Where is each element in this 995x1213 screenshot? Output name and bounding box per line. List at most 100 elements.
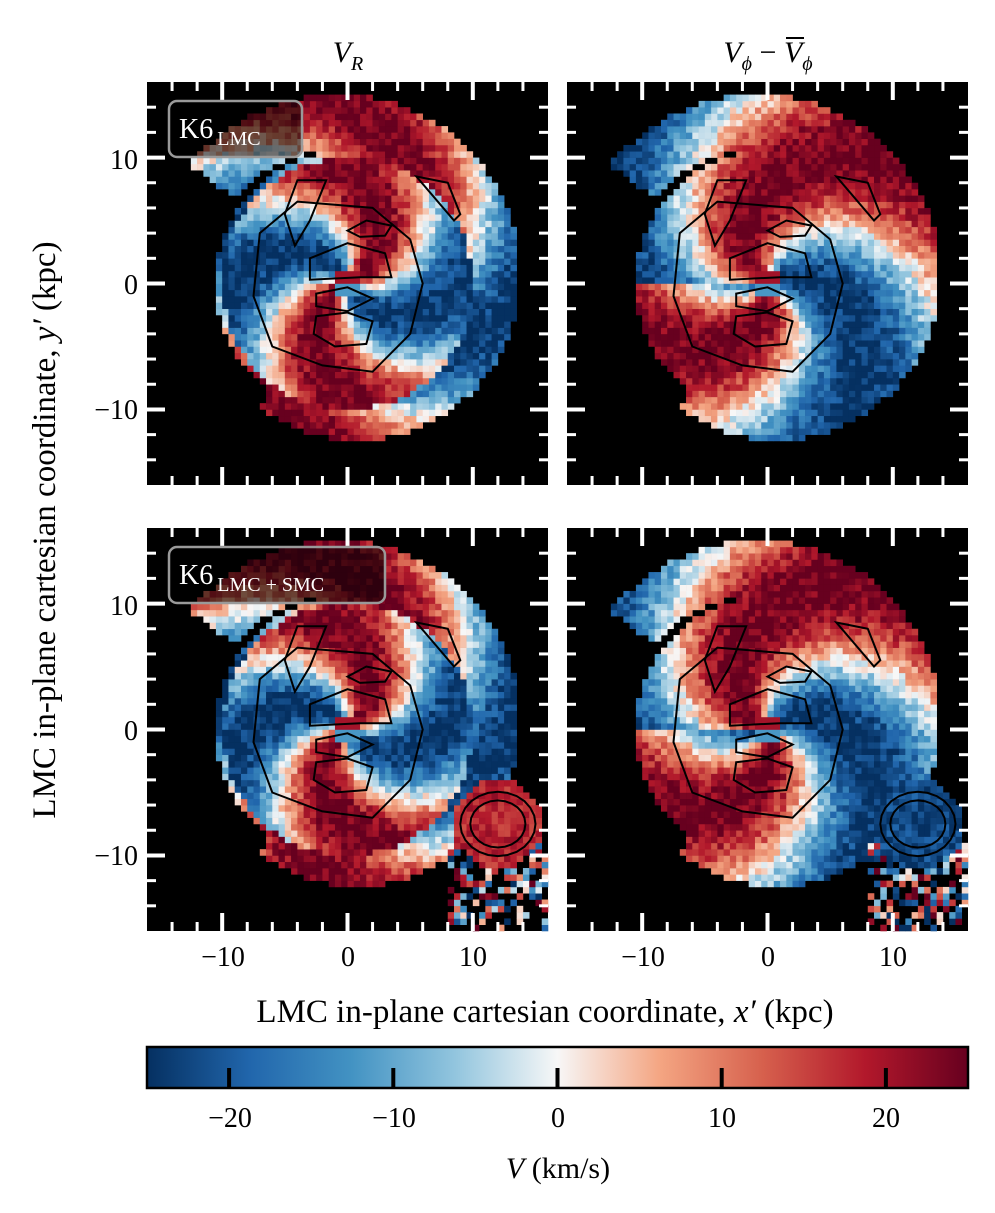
map-pixel	[930, 308, 937, 316]
map-pixel	[823, 296, 831, 303]
map-pixel	[278, 805, 286, 812]
map-pixel	[259, 786, 267, 793]
map-pixel	[303, 327, 311, 335]
map-pixel	[240, 283, 248, 291]
map-pixel	[773, 182, 781, 190]
map-pixel	[848, 396, 856, 404]
map-pixel	[861, 214, 869, 221]
map-pixel	[322, 308, 330, 316]
map-pixel	[366, 396, 373, 404]
map-pixel	[278, 220, 286, 228]
map-pixel	[780, 264, 787, 272]
map-pixel	[497, 226, 505, 234]
map-pixel	[748, 195, 756, 202]
map-pixel	[347, 428, 355, 435]
map-pixel	[334, 296, 342, 303]
map-pixel	[266, 239, 273, 247]
map-pixel	[479, 220, 486, 228]
map-pixel	[717, 302, 724, 309]
map-pixel	[842, 144, 850, 152]
map-pixel	[767, 170, 775, 177]
map-pixel	[447, 144, 455, 152]
map-pixel	[686, 214, 693, 221]
density-contour	[413, 174, 462, 222]
map-pixel	[811, 296, 818, 303]
map-pixel	[817, 308, 825, 316]
map-pixel	[215, 302, 223, 309]
map-pixel	[742, 214, 750, 221]
map-pixel	[717, 283, 724, 291]
map-pixel	[698, 220, 706, 228]
map-pixel	[497, 270, 505, 278]
map-pixel	[711, 189, 718, 196]
map-pixel	[899, 302, 906, 309]
map-pixel	[259, 698, 267, 705]
map-pixel	[391, 359, 398, 366]
map-pixel	[215, 622, 223, 630]
map-pixel	[403, 340, 411, 347]
map-pixel	[504, 239, 511, 247]
map-pixel	[397, 252, 405, 259]
map-pixel	[711, 377, 718, 385]
map-pixel	[635, 270, 643, 278]
map-pixel	[378, 264, 386, 272]
map-pixel	[222, 289, 229, 297]
map-pixel	[786, 409, 793, 417]
map-pixel	[905, 252, 912, 259]
map-pixel	[836, 170, 843, 177]
map-pixel	[805, 151, 812, 158]
map-pixel	[378, 113, 386, 121]
map-pixel	[874, 258, 881, 265]
map-pixel	[403, 252, 411, 259]
map-pixel	[823, 182, 831, 190]
map-pixel	[874, 220, 881, 228]
map-pixel	[334, 384, 342, 391]
map-pixel	[385, 220, 392, 228]
map-pixel	[391, 390, 398, 398]
map-pixel	[792, 377, 800, 385]
map-pixel	[247, 748, 254, 755]
map-pixel	[830, 113, 837, 121]
map-pixel	[736, 403, 743, 410]
map-pixel	[447, 289, 455, 297]
map-pixel	[867, 384, 875, 391]
map-pixel	[911, 346, 919, 354]
map-pixel	[698, 252, 706, 259]
map-pixel	[899, 327, 906, 335]
map-pixel	[234, 710, 242, 718]
map-pixel	[447, 151, 455, 158]
map-pixel	[272, 176, 279, 184]
map-pixel	[729, 333, 737, 341]
map-pixel	[240, 767, 248, 774]
map-pixel	[278, 691, 286, 699]
map-pixel	[686, 163, 693, 171]
map-pixel	[704, 264, 712, 272]
map-pixel	[892, 239, 900, 247]
map-pixel	[454, 176, 461, 184]
map-pixel	[385, 409, 392, 417]
map-pixel	[454, 327, 461, 335]
map-pixel	[347, 245, 355, 253]
map-pixel	[460, 296, 467, 303]
map-pixel	[460, 245, 467, 253]
map-pixel	[328, 422, 336, 429]
map-pixel	[353, 220, 361, 228]
map-pixel	[780, 302, 787, 309]
map-pixel	[811, 428, 818, 435]
map-pixel	[686, 182, 693, 190]
map-pixel	[259, 679, 267, 686]
map-pixel	[372, 239, 380, 247]
map-pixel	[654, 277, 662, 284]
map-pixel	[297, 157, 304, 165]
map-pixel	[880, 182, 887, 190]
map-pixel	[635, 170, 643, 177]
map-pixel	[353, 144, 361, 152]
map-pixel	[761, 296, 768, 303]
map-pixel	[222, 735, 229, 743]
map-pixel	[322, 100, 330, 108]
map-pixel	[460, 157, 467, 165]
map-pixel	[748, 296, 756, 303]
map-pixel	[297, 823, 304, 831]
map-pixel	[466, 277, 474, 284]
map-pixel	[422, 409, 430, 417]
